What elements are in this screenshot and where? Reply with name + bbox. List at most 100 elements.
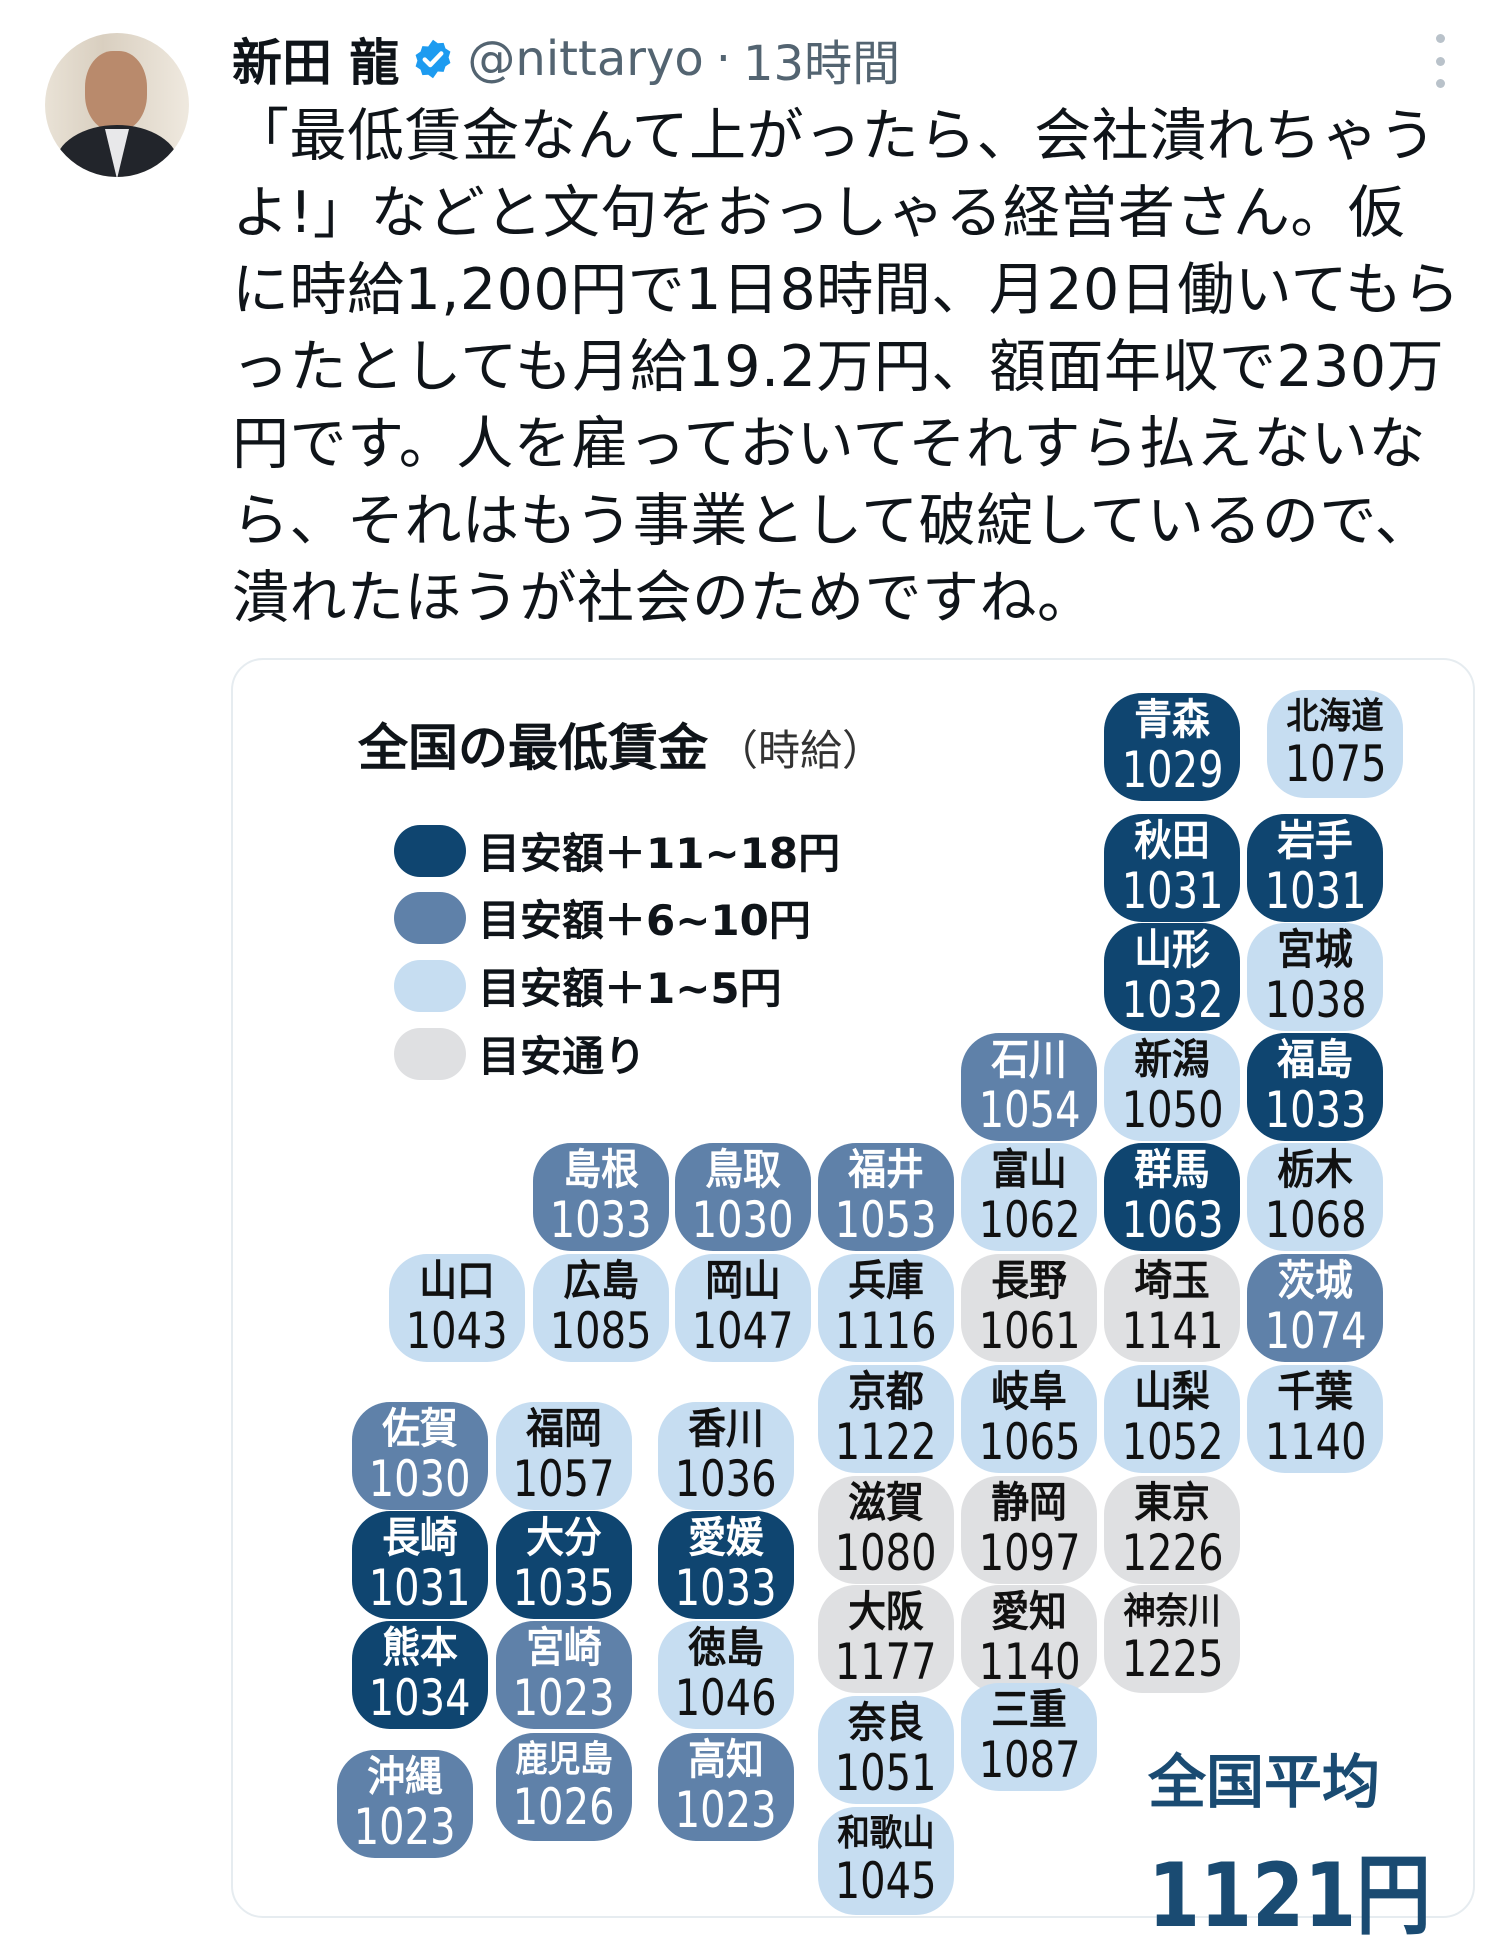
prefecture-wage: 1051 bbox=[835, 1743, 937, 1802]
prefecture-wage: 1226 bbox=[1121, 1524, 1224, 1583]
prefecture-tile: 沖縄 1023 bbox=[336, 1750, 473, 1859]
prefecture-wage: 1038 bbox=[1264, 971, 1367, 1030]
prefecture-wage: 1177 bbox=[835, 1632, 937, 1691]
legend-swatch bbox=[394, 1027, 466, 1080]
prefecture-wage: 1063 bbox=[1121, 1190, 1224, 1249]
prefecture-name: 山形 bbox=[1134, 925, 1211, 975]
prefecture-tile: 長崎 1031 bbox=[351, 1510, 488, 1619]
author-handle[interactable]: @nittaryo bbox=[467, 31, 704, 87]
prefecture-tile: 神奈川 1225 bbox=[1104, 1584, 1241, 1693]
legend-swatch bbox=[394, 891, 466, 944]
prefecture-tile: 茨城 1074 bbox=[1247, 1254, 1384, 1363]
prefecture-name: 高知 bbox=[687, 1734, 764, 1784]
legend-item: 目安額＋6~10円 bbox=[394, 887, 811, 948]
prefecture-name: 大分 bbox=[526, 1512, 602, 1562]
legend-label: 目安額＋6~10円 bbox=[478, 896, 811, 945]
verified-badge-icon bbox=[416, 39, 451, 79]
prefecture-wage: 1140 bbox=[978, 1632, 1081, 1691]
prefecture-name: 北海道 bbox=[1286, 696, 1384, 738]
prefecture-tile: 兵庫 1116 bbox=[818, 1254, 954, 1363]
national-average-label: 全国平均 bbox=[1148, 1748, 1381, 1816]
prefecture-name: 島根 bbox=[563, 1144, 639, 1194]
prefecture-tile: 福井 1053 bbox=[818, 1142, 954, 1251]
prefecture-wage: 1085 bbox=[550, 1302, 652, 1361]
prefecture-tile: 富山 1062 bbox=[961, 1142, 1098, 1251]
legend-swatch bbox=[394, 824, 466, 877]
prefecture-wage: 1026 bbox=[513, 1777, 615, 1836]
prefecture-name: 宮崎 bbox=[526, 1622, 602, 1672]
prefecture-wage: 1225 bbox=[1121, 1629, 1224, 1688]
legend-swatch bbox=[394, 959, 466, 1012]
tweet-text-line: 「最低賃金なんて上がったら、会社潰れちゃう bbox=[232, 103, 1437, 169]
prefecture-tile: 東京 1226 bbox=[1104, 1476, 1241, 1585]
prefecture-wage: 1061 bbox=[978, 1302, 1081, 1361]
prefecture-name: 福井 bbox=[848, 1144, 924, 1194]
prefecture-name: 大阪 bbox=[848, 1586, 924, 1636]
prefecture-tile: 埼玉 1141 bbox=[1104, 1254, 1241, 1363]
prefecture-name: 徳島 bbox=[687, 1622, 764, 1672]
prefecture-tile: 静岡 1097 bbox=[961, 1476, 1098, 1585]
prefecture-name: 栃木 bbox=[1277, 1144, 1354, 1194]
prefecture-wage: 1140 bbox=[1264, 1413, 1367, 1472]
prefecture-tile: 群馬 1063 bbox=[1104, 1142, 1241, 1251]
prefecture-wage: 1065 bbox=[978, 1413, 1081, 1472]
prefecture-tile: 京都 1122 bbox=[818, 1365, 954, 1474]
prefecture-wage: 1054 bbox=[978, 1081, 1081, 1140]
prefecture-tile: 山梨 1052 bbox=[1104, 1365, 1241, 1474]
prefecture-tile: 北海道 1075 bbox=[1267, 690, 1404, 799]
prefecture-name: 長野 bbox=[991, 1256, 1067, 1306]
prefecture-name: 鹿児島 bbox=[515, 1738, 613, 1780]
prefecture-tile: 大阪 1177 bbox=[818, 1584, 954, 1693]
prefecture-name: 福島 bbox=[1277, 1035, 1354, 1085]
prefecture-wage: 1057 bbox=[513, 1450, 615, 1509]
prefecture-tile: 栃木 1068 bbox=[1247, 1142, 1384, 1251]
prefecture-wage: 1046 bbox=[674, 1668, 777, 1727]
prefecture-tile: 徳島 1046 bbox=[657, 1620, 794, 1729]
prefecture-name: 秋田 bbox=[1134, 815, 1211, 865]
prefecture-name: 東京 bbox=[1134, 1478, 1211, 1528]
legend-label: 目安通り bbox=[478, 1032, 647, 1081]
prefecture-wage: 1036 bbox=[674, 1450, 777, 1509]
national-average: 全国平均 1121円 bbox=[1148, 1735, 1481, 1952]
prefecture-name: 佐賀 bbox=[381, 1404, 458, 1454]
tweet-text-line: 円です。人を雇っておいてそれすら払えないな bbox=[232, 411, 1426, 477]
prefecture-name: 茨城 bbox=[1277, 1256, 1354, 1306]
tweet-text-line: ら、それはもう事業として破綻しているので、 bbox=[232, 488, 1433, 554]
prefecture-name: 兵庫 bbox=[848, 1256, 924, 1306]
prefecture-tile: 宮城 1038 bbox=[1247, 923, 1384, 1032]
more-options-icon[interactable] bbox=[1428, 34, 1452, 88]
prefecture-name: 山口 bbox=[418, 1256, 495, 1306]
prefecture-wage: 1087 bbox=[978, 1731, 1081, 1790]
prefecture-tile: 岡山 1047 bbox=[674, 1254, 811, 1363]
prefecture-wage: 1031 bbox=[368, 1558, 471, 1617]
prefecture-tile: 山口 1043 bbox=[388, 1254, 525, 1363]
prefecture-tile: 和歌山 1045 bbox=[818, 1806, 954, 1915]
prefecture-name: 福岡 bbox=[526, 1404, 602, 1454]
prefecture-tile: 新潟 1050 bbox=[1104, 1033, 1241, 1142]
separator: · bbox=[715, 31, 732, 87]
chart-title-text: 全国の最低賃金 bbox=[358, 719, 708, 777]
prefecture-name: 愛知 bbox=[991, 1586, 1067, 1636]
prefecture-name: 鳥取 bbox=[705, 1144, 781, 1194]
prefecture-name: 奈良 bbox=[848, 1697, 924, 1747]
prefecture-wage: 1043 bbox=[405, 1302, 508, 1361]
prefecture-wage: 1141 bbox=[1121, 1302, 1224, 1361]
timestamp[interactable]: 13時間 bbox=[743, 36, 901, 92]
tweet-header: 新田 龍 @nittaryo · 13時間 bbox=[232, 28, 900, 92]
prefecture-tile: 島根 1033 bbox=[532, 1142, 669, 1251]
prefecture-tile: 千葉 1140 bbox=[1247, 1365, 1384, 1474]
author-name[interactable]: 新田 龍 bbox=[232, 34, 400, 92]
prefecture-wage: 1045 bbox=[835, 1851, 937, 1910]
prefecture-name: 宮城 bbox=[1277, 925, 1354, 975]
chart-subtitle: （時給） bbox=[716, 726, 885, 775]
avatar[interactable] bbox=[45, 33, 189, 177]
legend-label: 目安額＋11~18円 bbox=[478, 829, 841, 878]
prefecture-wage: 1023 bbox=[674, 1780, 777, 1839]
prefecture-tile: 香川 1036 bbox=[657, 1402, 794, 1511]
prefecture-name: 石川 bbox=[991, 1035, 1067, 1085]
prefecture-wage: 1097 bbox=[978, 1524, 1081, 1583]
prefecture-name: 静岡 bbox=[991, 1478, 1067, 1528]
prefecture-tile: 青森 1029 bbox=[1104, 692, 1241, 801]
prefecture-name: 和歌山 bbox=[837, 1812, 935, 1854]
prefecture-tile: 宮崎 1023 bbox=[495, 1620, 632, 1729]
